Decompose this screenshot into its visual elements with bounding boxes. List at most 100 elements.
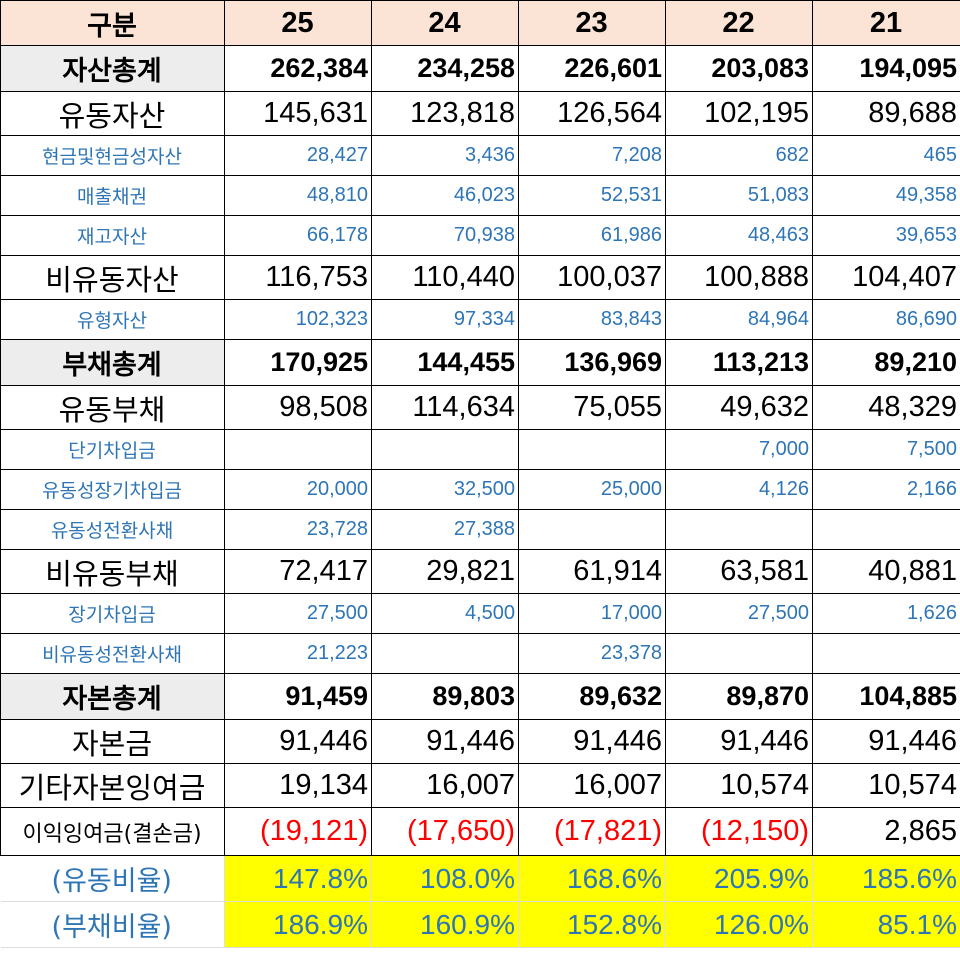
row-label: 기타자본잉여금 (0, 763, 225, 808)
cell-value: (12,150) (665, 807, 813, 856)
cell-value: 85.1% (812, 901, 960, 948)
cell-value: 3,436 (371, 135, 519, 176)
row-label: 현금및현금성자산 (0, 135, 225, 176)
cell-value: 48,463 (665, 215, 813, 256)
cell-value: 70,938 (371, 215, 519, 256)
cell-value: 126,564 (518, 91, 666, 136)
row-label: 단기차입금 (0, 429, 225, 470)
cell-value: 170,925 (224, 339, 372, 386)
cell-value: 7,000 (665, 429, 813, 470)
cell-value: 49,358 (812, 175, 960, 216)
cell-value: 100,888 (665, 255, 813, 300)
cell-value: 91,446 (224, 719, 372, 764)
cell-value: 226,601 (518, 45, 666, 92)
cell-value: 100,037 (518, 255, 666, 300)
cell-value (224, 429, 372, 470)
cell-value: 91,446 (665, 719, 813, 764)
cell-value: 61,914 (518, 549, 666, 594)
cell-value: 186.9% (224, 901, 372, 948)
cell-value: 27,500 (224, 593, 372, 634)
row-label: 비유동자산 (0, 255, 225, 300)
row-label: 비유동부채 (0, 549, 225, 594)
cell-value: 123,818 (371, 91, 519, 136)
row-label: (유동비율) (0, 855, 225, 902)
row-label: 비유동성전환사채 (0, 633, 225, 674)
cell-value: 203,083 (665, 45, 813, 92)
cell-value (665, 633, 813, 674)
table-row-sub: 유형자산 102,323 97,334 83,843 84,964 86,690 (0, 299, 960, 340)
header-row: 구분 25 24 23 22 21 (0, 0, 960, 46)
cell-value: 126.0% (665, 901, 813, 948)
cell-value: 2,166 (812, 469, 960, 510)
row-label: 유동성장기차입금 (0, 469, 225, 510)
cell-value (518, 509, 666, 550)
table-row-total: 자본총계 91,459 89,803 89,632 89,870 104,885 (0, 673, 960, 720)
cell-value (371, 633, 519, 674)
cell-value (665, 509, 813, 550)
row-label: 자산총계 (0, 45, 225, 92)
row-label: 재고자산 (0, 215, 225, 256)
cell-value: 28,427 (224, 135, 372, 176)
cell-value: 262,384 (224, 45, 372, 92)
cell-value: 29,821 (371, 549, 519, 594)
cell-value: 19,134 (224, 763, 372, 808)
header-category: 구분 (0, 0, 225, 46)
cell-value: 4,126 (665, 469, 813, 510)
cell-value: 1,626 (812, 593, 960, 634)
cell-value: 89,210 (812, 339, 960, 386)
table-row-sub: 비유동성전환사채 21,223 23,378 (0, 633, 960, 674)
cell-value: 98,508 (224, 385, 372, 430)
table-row-main: 기타자본잉여금 19,134 16,007 16,007 10,574 10,574 (0, 763, 960, 808)
table-row-total: 부채총계 170,925 144,455 136,969 113,213 89,210 (0, 339, 960, 386)
cell-value: 194,095 (812, 45, 960, 92)
cell-value: 144,455 (371, 339, 519, 386)
table-row-sub: 현금및현금성자산 28,427 3,436 7,208 682 465 (0, 135, 960, 176)
cell-value: 23,728 (224, 509, 372, 550)
cell-value: 160.9% (371, 901, 519, 948)
cell-value: 61,986 (518, 215, 666, 256)
table-row-main: 비유동부채 72,417 29,821 61,914 63,581 40,881 (0, 549, 960, 594)
table-row-main: 유동부채 98,508 114,634 75,055 49,632 48,329 (0, 385, 960, 430)
table-row-ratio: (부채비율) 186.9% 160.9% 152.8% 126.0% 85.1% (0, 901, 960, 948)
cell-value: 16,007 (518, 763, 666, 808)
cell-value: 465 (812, 135, 960, 176)
cell-value: 27,388 (371, 509, 519, 550)
cell-value: 91,446 (518, 719, 666, 764)
cell-value: 97,334 (371, 299, 519, 340)
table-row-sub: 유동성전환사채 23,728 27,388 (0, 509, 960, 550)
header-year: 23 (518, 0, 666, 46)
cell-value: (17,821) (518, 807, 666, 856)
cell-value: 10,574 (665, 763, 813, 808)
cell-value: 152.8% (518, 901, 666, 948)
cell-value: 108.0% (371, 855, 519, 902)
cell-value: 83,843 (518, 299, 666, 340)
table-row-sub: 재고자산 66,178 70,938 61,986 48,463 39,653 (0, 215, 960, 256)
cell-value: 2,865 (812, 807, 960, 856)
cell-value: 21,223 (224, 633, 372, 674)
cell-value: 682 (665, 135, 813, 176)
cell-value: 234,258 (371, 45, 519, 92)
cell-value: 104,407 (812, 255, 960, 300)
cell-value: 91,446 (812, 719, 960, 764)
cell-value: 84,964 (665, 299, 813, 340)
row-label: 유동자산 (0, 91, 225, 136)
cell-value: (19,121) (224, 807, 372, 856)
cell-value: 89,870 (665, 673, 813, 720)
table-row-total: 자산총계 262,384 234,258 226,601 203,083 194,095 (0, 45, 960, 92)
table-row-main: 자본금 91,446 91,446 91,446 91,446 91,446 (0, 719, 960, 764)
cell-value: 16,007 (371, 763, 519, 808)
cell-value: 49,632 (665, 385, 813, 430)
cell-value: 145,631 (224, 91, 372, 136)
cell-value: 168.6% (518, 855, 666, 902)
cell-value: 114,634 (371, 385, 519, 430)
row-label: 유동부채 (0, 385, 225, 430)
cell-value: 51,083 (665, 175, 813, 216)
cell-value: 27,500 (665, 593, 813, 634)
row-label: (부채비율) (0, 901, 225, 948)
table-row-ratio: (유동비율) 147.8% 108.0% 168.6% 205.9% 185.6% (0, 855, 960, 902)
cell-value: 75,055 (518, 385, 666, 430)
cell-value (371, 429, 519, 470)
cell-value: 39,653 (812, 215, 960, 256)
row-label: 유동성전환사채 (0, 509, 225, 550)
financial-table: 구분 25 24 23 22 21 자산총계 262,384 234,258 226,… (0, 0, 960, 948)
